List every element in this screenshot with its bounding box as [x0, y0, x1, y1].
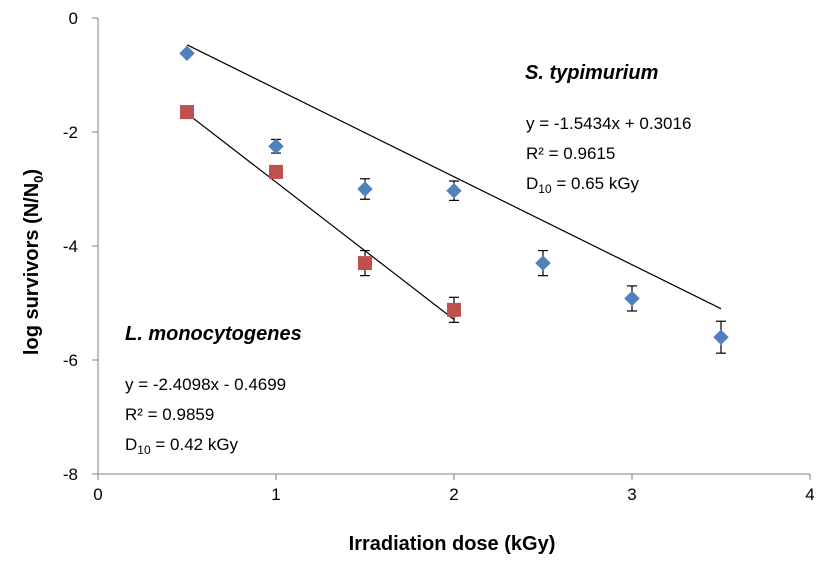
point-l-monocytogenes	[447, 302, 461, 317]
series-label-l-monocytogenes: L. monocytogenes	[125, 323, 302, 345]
trendlines	[186, 44, 722, 320]
d10-s-typimurium: D10 = 0.65 kGy	[526, 174, 640, 196]
d10-prefix: D	[526, 174, 538, 193]
equation-s-typimurium: y = -1.5434x + 0.3016	[526, 114, 691, 133]
trendline-l-monocytogenes	[186, 112, 455, 320]
y-axis-title-subscript: 0	[31, 176, 46, 183]
d10-subscript: 10	[538, 182, 552, 196]
point-s-typimurium	[268, 138, 284, 154]
x-tick-label: 0	[93, 485, 102, 504]
data-points	[179, 45, 729, 345]
d10-value: = 0.42 kGy	[151, 435, 239, 454]
point-s-typimurium	[624, 290, 640, 307]
point-s-typimurium	[446, 183, 462, 199]
point-l-monocytogenes	[180, 105, 194, 120]
point-s-typimurium	[357, 181, 373, 197]
y-tick-label: -8	[63, 465, 78, 484]
y-axis-title: log survivors (N/N0)	[21, 169, 46, 355]
y-tick-label: -6	[63, 351, 78, 370]
point-s-typimurium	[179, 45, 195, 62]
point-s-typimurium	[535, 255, 551, 271]
equation-l-monocytogenes: y = -2.4098x - 0.4699	[125, 375, 286, 394]
point-s-typimurium	[713, 329, 729, 345]
annotation-s-typimurium: S. typimurium y = -1.5434x + 0.3016 R² =…	[525, 62, 691, 196]
axis-ticks: 0 1 2 3 4 0 -2 -4 -6 -8	[63, 9, 815, 504]
d10-value: = 0.65 kGy	[552, 174, 640, 193]
d10-l-monocytogenes: D10 = 0.42 kGy	[125, 435, 239, 457]
x-tick-label: 2	[449, 485, 458, 504]
series-label-s-typimurium: S. typimurium	[525, 62, 658, 84]
x-tick-label: 4	[805, 485, 814, 504]
x-axis-title: Irradiation dose (kGy)	[349, 533, 556, 555]
r2-l-monocytogenes: R² = 0.9859	[125, 405, 214, 424]
point-l-monocytogenes	[358, 256, 372, 271]
r2-s-typimurium: R² = 0.9615	[526, 144, 615, 163]
x-tick-label: 1	[271, 485, 280, 504]
point-l-monocytogenes	[269, 164, 283, 179]
y-axis-title-close: )	[21, 169, 43, 176]
trendline-s-typimurium	[186, 44, 722, 310]
d10-prefix: D	[125, 435, 137, 454]
y-tick-label: -4	[63, 237, 78, 256]
y-tick-label: -2	[63, 123, 78, 142]
annotation-l-monocytogenes: L. monocytogenes y = -2.4098x - 0.4699 R…	[125, 323, 302, 457]
d10-subscript: 10	[137, 443, 151, 457]
x-tick-label: 3	[627, 485, 636, 504]
y-tick-label: 0	[69, 9, 78, 28]
y-axis-title-main: log survivors (N/N	[21, 183, 43, 355]
